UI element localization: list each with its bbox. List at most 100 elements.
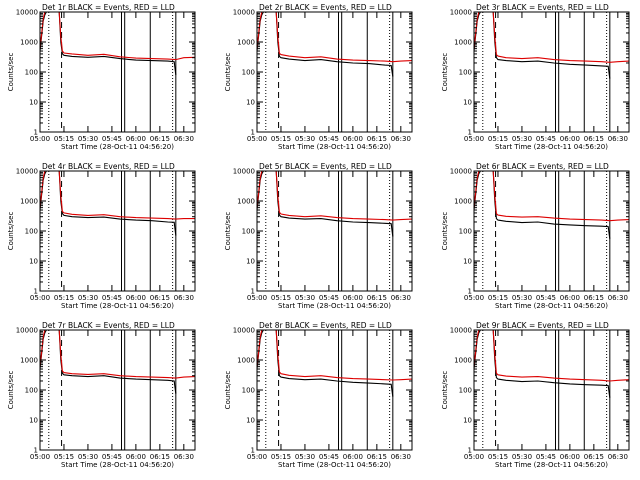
chart-panel-1: Det 1r BLACK = Events, RED = LLD 1 10 100 10… bbox=[7, 3, 196, 151]
y-tick-label: 100 bbox=[242, 228, 255, 236]
x-tick-label: 06:30 bbox=[174, 135, 194, 143]
lld-series-line bbox=[474, 12, 629, 63]
y-tick-label: 1 bbox=[468, 129, 472, 137]
y-tick-label: 1 bbox=[251, 129, 255, 137]
panel-title: Det 5r BLACK = Events, RED = LLD bbox=[259, 162, 392, 171]
x-tick-label: 06:00 bbox=[126, 135, 146, 143]
chart-panel-5: Det 5r BLACK = Events, RED = LLD 1 10 100 10… bbox=[224, 162, 413, 310]
x-tick-label: 05:45 bbox=[536, 294, 556, 302]
y-tick-label: 1000 bbox=[454, 357, 472, 365]
events-series-line bbox=[474, 330, 611, 398]
lld-series-line bbox=[40, 12, 195, 61]
y-axis-label: Counts/sec bbox=[7, 212, 15, 251]
chart-panel-9: Det 9r BLACK = Events, RED = LLD 1 10 100 10… bbox=[441, 321, 630, 469]
y-tick-label: 10 bbox=[463, 417, 472, 425]
y-tick-label: 100 bbox=[25, 69, 38, 77]
y-tick-label: 10000 bbox=[233, 9, 255, 17]
x-tick-label: 06:30 bbox=[608, 135, 628, 143]
y-tick-label: 1 bbox=[251, 447, 255, 455]
events-series-line bbox=[257, 171, 394, 237]
y-tick-label: 1000 bbox=[237, 198, 255, 206]
y-tick-label: 10000 bbox=[233, 327, 255, 335]
x-tick-label: 05:15 bbox=[271, 453, 291, 461]
x-tick-label: 05:00 bbox=[247, 135, 267, 143]
chart-panel-3: Det 3r BLACK = Events, RED = LLD 1 10 100 10… bbox=[441, 3, 630, 151]
x-tick-label: 06:00 bbox=[343, 135, 363, 143]
plot-frame bbox=[473, 170, 630, 292]
y-tick-label: 1 bbox=[468, 288, 472, 296]
y-axis-label: Counts/sec bbox=[7, 371, 15, 410]
y-axis-label: Counts/sec bbox=[441, 371, 449, 410]
y-tick-label: 1000 bbox=[237, 357, 255, 365]
y-tick-label: 1 bbox=[34, 447, 38, 455]
y-tick-label: 100 bbox=[242, 69, 255, 77]
events-series-line bbox=[474, 171, 611, 239]
x-axis-label: Start Time (28-Oct-11 04:56:20) bbox=[495, 461, 608, 469]
y-axis-label: Counts/sec bbox=[441, 212, 449, 251]
x-tick-label: 05:45 bbox=[536, 135, 556, 143]
panel-title: Det 1r BLACK = Events, RED = LLD bbox=[42, 3, 175, 12]
x-tick-label: 06:00 bbox=[560, 135, 580, 143]
y-tick-label: 100 bbox=[459, 69, 472, 77]
y-tick-label: 10000 bbox=[16, 9, 38, 17]
panel-title: Det 7r BLACK = Events, RED = LLD bbox=[42, 321, 175, 330]
x-tick-label: 05:45 bbox=[102, 294, 122, 302]
y-tick-label: 10 bbox=[29, 417, 38, 425]
plot-frame bbox=[256, 170, 413, 292]
x-tick-label: 05:00 bbox=[30, 453, 50, 461]
lld-series-line bbox=[474, 171, 629, 222]
y-tick-label: 1000 bbox=[20, 357, 38, 365]
x-axis-label: Start Time (28-Oct-11 04:56:20) bbox=[278, 302, 391, 310]
x-tick-label: 05:00 bbox=[464, 294, 484, 302]
plot-frame bbox=[39, 11, 196, 133]
x-tick-label: 06:30 bbox=[174, 453, 194, 461]
y-tick-label: 1000 bbox=[20, 198, 38, 206]
y-tick-label: 1 bbox=[34, 288, 38, 296]
events-series-line bbox=[40, 171, 177, 236]
x-axis-label: Start Time (28-Oct-11 04:56:20) bbox=[278, 461, 391, 469]
plot-frame bbox=[473, 11, 630, 133]
y-tick-label: 10000 bbox=[450, 9, 472, 17]
lld-series-line bbox=[257, 330, 412, 381]
x-tick-label: 06:30 bbox=[391, 294, 411, 302]
panel-title: Det 9r BLACK = Events, RED = LLD bbox=[476, 321, 609, 330]
x-tick-label: 05:45 bbox=[102, 453, 122, 461]
lld-series-line bbox=[40, 330, 195, 379]
y-tick-label: 1000 bbox=[454, 39, 472, 47]
chart-panel-8: Det 8r BLACK = Events, RED = LLD 1 10 100 10… bbox=[224, 321, 413, 469]
y-tick-label: 10000 bbox=[233, 168, 255, 176]
x-tick-label: 05:30 bbox=[295, 135, 315, 143]
x-tick-label: 05:30 bbox=[78, 294, 98, 302]
y-axis-label: Counts/sec bbox=[224, 371, 232, 410]
chart-panel-6: Det 6r BLACK = Events, RED = LLD 1 10 100 10… bbox=[441, 162, 630, 310]
x-tick-label: 05:45 bbox=[102, 135, 122, 143]
x-tick-label: 05:30 bbox=[512, 294, 532, 302]
events-series-line bbox=[40, 330, 177, 394]
x-axis-label: Start Time (28-Oct-11 04:56:20) bbox=[495, 302, 608, 310]
x-axis-label: Start Time (28-Oct-11 04:56:20) bbox=[278, 143, 391, 151]
x-tick-label: 06:15 bbox=[150, 135, 170, 143]
y-tick-label: 10000 bbox=[16, 168, 38, 176]
x-tick-label: 06:15 bbox=[367, 294, 387, 302]
y-tick-label: 10 bbox=[246, 417, 255, 425]
x-tick-label: 06:15 bbox=[584, 294, 604, 302]
y-tick-label: 10000 bbox=[450, 327, 472, 335]
x-axis-label: Start Time (28-Oct-11 04:56:20) bbox=[61, 302, 174, 310]
plot-frame bbox=[473, 329, 630, 451]
x-tick-label: 05:00 bbox=[464, 453, 484, 461]
x-tick-label: 05:45 bbox=[319, 135, 339, 143]
y-tick-label: 100 bbox=[459, 387, 472, 395]
x-tick-label: 05:30 bbox=[512, 135, 532, 143]
x-axis-label: Start Time (28-Oct-11 04:56:20) bbox=[61, 461, 174, 469]
x-tick-label: 05:30 bbox=[78, 135, 98, 143]
y-tick-label: 10000 bbox=[16, 327, 38, 335]
y-axis-label: Counts/sec bbox=[224, 53, 232, 92]
y-tick-label: 10 bbox=[246, 99, 255, 107]
chart-panel-7: Det 7r BLACK = Events, RED = LLD 1 10 100 10… bbox=[7, 321, 196, 469]
lld-series-line bbox=[474, 330, 629, 382]
lld-series-line bbox=[257, 12, 412, 63]
y-axis-label: Counts/sec bbox=[7, 53, 15, 92]
x-tick-label: 06:30 bbox=[391, 135, 411, 143]
y-tick-label: 10 bbox=[29, 99, 38, 107]
x-tick-label: 06:00 bbox=[560, 294, 580, 302]
